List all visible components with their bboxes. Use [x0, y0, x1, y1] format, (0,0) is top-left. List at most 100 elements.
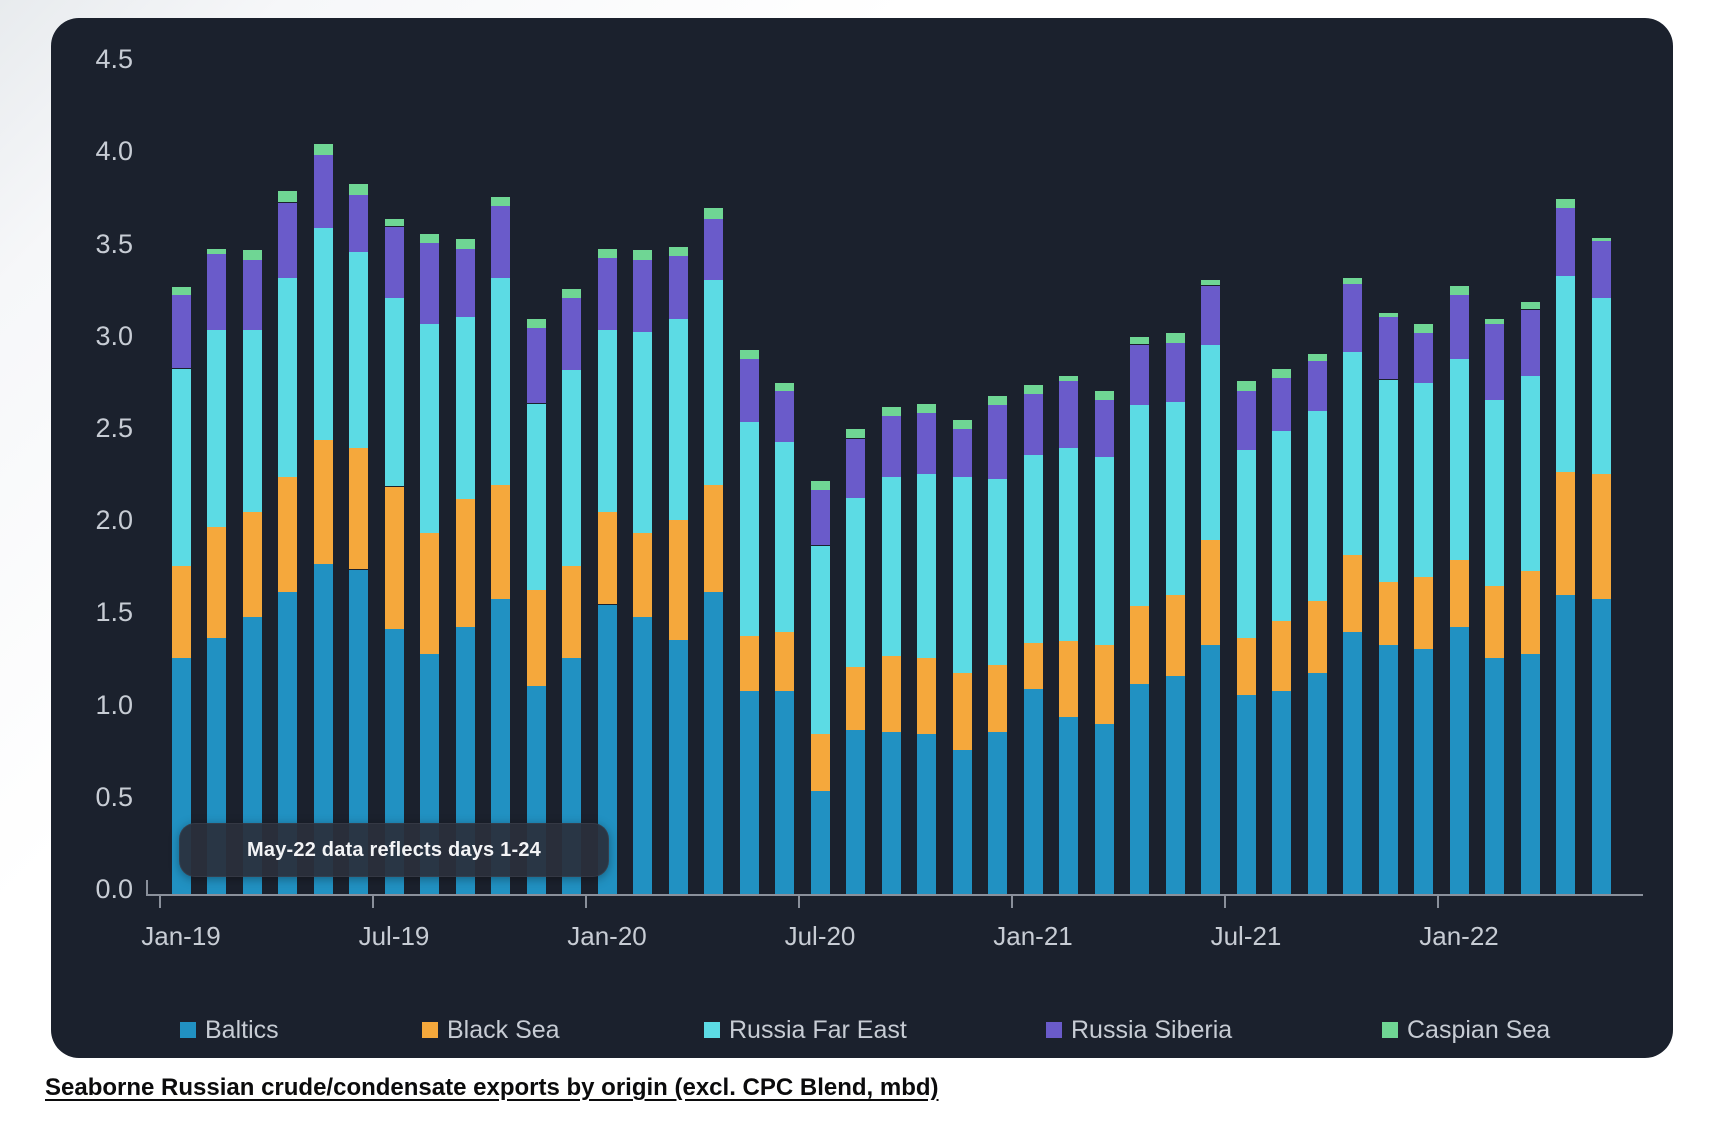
legend-item-black-sea[interactable]: Black Sea: [422, 1014, 560, 1046]
bar-segment[interactable]: [384, 226, 404, 299]
bar-segment[interactable]: [1520, 654, 1540, 894]
bar-segment[interactable]: [313, 440, 333, 564]
bar-segment[interactable]: [1059, 641, 1078, 717]
bar-segment[interactable]: [313, 563, 333, 894]
bar-segment[interactable]: [1343, 278, 1362, 284]
bar-segment[interactable]: [526, 589, 546, 686]
bar-segment[interactable]: [526, 327, 546, 404]
bar-segment[interactable]: [917, 403, 936, 413]
bar-segment[interactable]: [988, 405, 1007, 480]
bar-segment[interactable]: [1520, 302, 1540, 310]
bar-segment[interactable]: [384, 298, 404, 487]
bar-segment[interactable]: [1520, 571, 1540, 655]
bar-segment[interactable]: [1556, 276, 1575, 472]
bar-segment[interactable]: [1130, 344, 1149, 406]
bar-segment[interactable]: [1236, 694, 1256, 894]
bar-segment[interactable]: [775, 383, 794, 391]
bar-segment[interactable]: [1165, 595, 1185, 677]
bar-segment[interactable]: [313, 154, 333, 229]
bar-segment[interactable]: [1059, 447, 1078, 642]
legend-item-russia-siberia[interactable]: Russia Siberia: [1046, 1014, 1232, 1046]
bar-segment[interactable]: [1094, 724, 1114, 894]
bar-segment[interactable]: [952, 429, 972, 478]
bar-segment[interactable]: [1272, 691, 1291, 894]
bar-segment[interactable]: [562, 370, 581, 566]
bar-segment[interactable]: [491, 278, 510, 485]
bar-segment[interactable]: [1272, 368, 1291, 378]
bar-segment[interactable]: [881, 656, 901, 732]
bar-segment[interactable]: [1556, 471, 1575, 596]
bar-segment[interactable]: [988, 665, 1007, 732]
bar-segment[interactable]: [704, 279, 723, 485]
bar-segment[interactable]: [207, 527, 226, 638]
bar-segment[interactable]: [1414, 648, 1433, 894]
bar-segment[interactable]: [597, 257, 617, 330]
bar-segment[interactable]: [1378, 582, 1398, 646]
bar-segment[interactable]: [1307, 353, 1327, 362]
bar-segment[interactable]: [526, 403, 546, 590]
bar-segment[interactable]: [420, 233, 439, 243]
bar-segment[interactable]: [1272, 431, 1291, 622]
bar-segment[interactable]: [1272, 377, 1291, 432]
bar-segment[interactable]: [1520, 375, 1540, 572]
bar-segment[interactable]: [1094, 399, 1114, 457]
bar-segment[interactable]: [775, 442, 794, 633]
bar-segment[interactable]: [1201, 344, 1220, 540]
bar-segment[interactable]: [1449, 359, 1469, 561]
bar-segment[interactable]: [633, 331, 652, 533]
bar-segment[interactable]: [1023, 455, 1043, 644]
bar-segment[interactable]: [455, 248, 475, 317]
bar-segment[interactable]: [952, 750, 972, 894]
bar-segment[interactable]: [917, 412, 936, 474]
bar-segment[interactable]: [171, 294, 191, 369]
bar-segment[interactable]: [739, 350, 759, 360]
bar-segment[interactable]: [810, 790, 830, 894]
bar-segment[interactable]: [1023, 643, 1043, 690]
bar-segment[interactable]: [278, 278, 297, 478]
bar-segment[interactable]: [846, 438, 865, 498]
bar-segment[interactable]: [917, 473, 936, 658]
bar-segment[interactable]: [1414, 383, 1433, 577]
bar-segment[interactable]: [739, 635, 759, 692]
bar-segment[interactable]: [491, 206, 510, 279]
bar-segment[interactable]: [242, 512, 262, 618]
bar-segment[interactable]: [207, 254, 226, 330]
bar-segment[interactable]: [775, 691, 794, 894]
bar-segment[interactable]: [1378, 316, 1398, 380]
bar-segment[interactable]: [881, 416, 901, 478]
bar-segment[interactable]: [633, 617, 652, 894]
bar-segment[interactable]: [562, 565, 581, 658]
bar-segment[interactable]: [349, 447, 368, 570]
bar-segment[interactable]: [1556, 198, 1575, 208]
bar-segment[interactable]: [668, 639, 688, 894]
bar-segment[interactable]: [171, 565, 191, 658]
bar-segment[interactable]: [455, 316, 475, 500]
bar-segment[interactable]: [633, 250, 652, 260]
bar-segment[interactable]: [775, 632, 794, 692]
bar-segment[interactable]: [846, 429, 865, 439]
bar-segment[interactable]: [846, 497, 865, 668]
bar-segment[interactable]: [1343, 632, 1362, 894]
bar-segment[interactable]: [1130, 405, 1149, 607]
bar-segment[interactable]: [1449, 626, 1469, 894]
bar-segment[interactable]: [1307, 672, 1327, 894]
bar-segment[interactable]: [668, 256, 688, 319]
bar-segment[interactable]: [810, 490, 830, 546]
bar-segment[interactable]: [704, 208, 723, 220]
bar-segment[interactable]: [349, 252, 368, 448]
bar-segment[interactable]: [1307, 361, 1327, 411]
bar-segment[interactable]: [491, 484, 510, 599]
bar-segment[interactable]: [668, 246, 688, 256]
bar-segment[interactable]: [846, 729, 865, 894]
bar-segment[interactable]: [1591, 473, 1611, 599]
bar-segment[interactable]: [1236, 390, 1256, 450]
bar-segment[interactable]: [1485, 586, 1504, 658]
bar-segment[interactable]: [313, 228, 333, 441]
bar-segment[interactable]: [952, 477, 972, 673]
bar-segment[interactable]: [739, 359, 759, 422]
bar-segment[interactable]: [1378, 313, 1398, 317]
bar-segment[interactable]: [1307, 410, 1327, 601]
bar-segment[interactable]: [952, 420, 972, 430]
bar-segment[interactable]: [917, 733, 936, 894]
bar-segment[interactable]: [1201, 279, 1220, 286]
